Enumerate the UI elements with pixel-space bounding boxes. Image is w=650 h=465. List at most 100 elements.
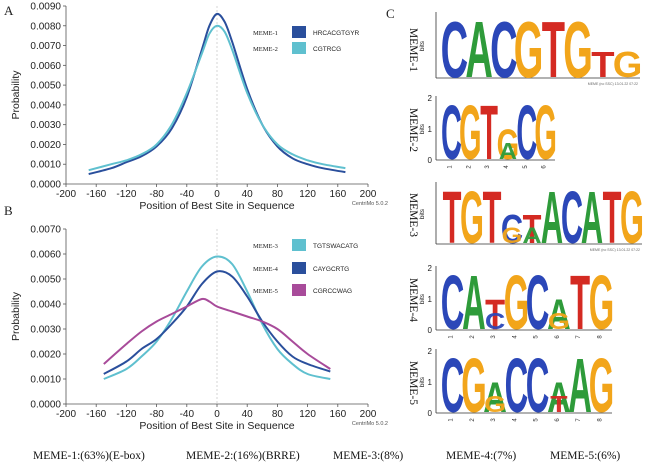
y-tick-label: 0.0000 [30,180,61,191]
caption-item: MEME-5:(6%) [550,450,620,462]
logo-small-letter: G [484,392,506,417]
logo-axis-label: bits [419,376,426,387]
logo-letter-g: G [514,5,544,94]
logo-letter-g: G [461,342,486,429]
y-tick-label: 0.0040 [30,300,61,311]
logo-position: 2 [466,165,472,169]
logo-position: 8 [597,335,603,339]
legend-motif: HRCACGTGYR [313,30,360,37]
y-tick-label: 0.0010 [30,160,61,171]
caption-item: MEME-4:(7%) [446,450,516,462]
x-tick-label: -40 [180,189,195,200]
logo-letter-c: C [516,90,537,176]
y-tick-label: 0.0090 [30,2,61,13]
logo-small-letter: G [548,309,570,334]
logo-position: 8 [597,418,603,422]
x-tick-label: -120 [116,409,136,420]
logo-axis-label: bits [419,123,426,134]
logo-position: 6 [542,165,548,169]
panel-label-c: C [386,6,395,21]
y-tick-label: 0.0040 [30,100,61,111]
logo-ytick: 1 [428,125,433,134]
logo-letter-a: A [568,342,592,429]
logo-letter-t: T [483,176,502,260]
logo-position: 5 [534,335,540,339]
logo-position: 6 [555,335,561,339]
logo-letter-c: C [501,206,523,252]
logo-letter-g: G [459,90,482,176]
x-tick-label: -120 [116,189,136,200]
legend-name: MEME-4 [253,266,279,273]
legend-swatch [292,26,306,38]
credit-text: CentriMo 5.0.2 [352,201,388,207]
logo-title: MEME-5 [407,361,419,405]
y-tick-label: 0.0070 [30,41,61,52]
logo-letter-a: A [547,375,571,422]
y-tick-label: 0.0000 [30,400,61,411]
logo-small-letter: C [485,309,505,334]
logo-axis-label: bits [419,40,426,51]
caption-item: MEME-2:(16%)(BRRE) [186,450,300,462]
logo-ytick: 0 [428,156,433,165]
logo-position: 1 [449,335,455,339]
y-tick-label: 0.0030 [30,325,61,336]
x-tick-label: -160 [86,409,106,420]
logo-position: 1 [449,418,455,422]
legend-motif: CAYGCRTG [313,266,349,273]
y-tick-label: 0.0050 [30,81,61,92]
x-tick-label: 160 [329,189,346,200]
credit-text: CentriMo 5.0.2 [352,421,388,427]
legend-name: MEME-3 [253,243,278,250]
y-tick-label: 0.0070 [30,225,61,236]
logo-letter-c: C [441,5,469,94]
logo-letter-a: A [465,5,493,94]
logo-small-letter: A [499,139,517,165]
x-tick-label: 40 [242,189,254,200]
series-line-meme-3 [103,255,331,380]
logo-title: MEME-3 [407,193,419,237]
legend-swatch [292,262,306,274]
logo-axis-label: bits [419,293,426,304]
logo-position: 5 [523,165,529,169]
series-line-meme-5 [103,297,331,370]
x-tick-label: 40 [242,409,254,420]
logo-footer: MEME (no SSC) 13.01.22 07:22 [588,82,638,86]
logo-letter-c: C [505,342,529,429]
y-tick-label: 0.0060 [30,250,61,261]
panel-label-a: A [4,3,14,18]
logo-ytick: 2 [428,264,433,273]
logo-position: 2 [470,418,476,422]
logo-letter-t: T [542,5,565,94]
logo-position: 5 [534,418,540,422]
logo-letter-t: T [523,206,542,252]
x-axis-label: Position of Best Site in Sequence [139,420,294,432]
series-line-meme-2 [88,24,346,172]
logo-ytick: 1 [428,295,433,304]
logo-letter-g: G [563,5,593,94]
logo-letter-c: C [441,259,465,346]
x-tick-label: -40 [180,409,195,420]
logo-letter-t: T [443,176,462,260]
logo-letter-t: T [591,44,615,85]
logo-letter-c: C [441,90,462,176]
logo-ytick: 2 [428,94,433,103]
logo-position: 2 [470,335,476,339]
logo-position: 3 [491,418,497,422]
logo-title: MEME-1 [407,28,419,72]
y-axis-label: Probability [10,70,22,120]
y-tick-label: 0.0020 [30,140,61,151]
y-tick-label: 0.0020 [30,350,61,361]
x-tick-label: 0 [214,189,220,200]
logo-ytick: 0 [428,326,433,335]
x-tick-label: 200 [360,409,377,420]
logo-letter-t: T [485,292,505,339]
logo-letter-t: T [603,176,622,260]
logo-position: 3 [485,165,491,169]
legend-name: MEME-5 [253,288,278,295]
logo-letter-g: G [589,342,614,429]
